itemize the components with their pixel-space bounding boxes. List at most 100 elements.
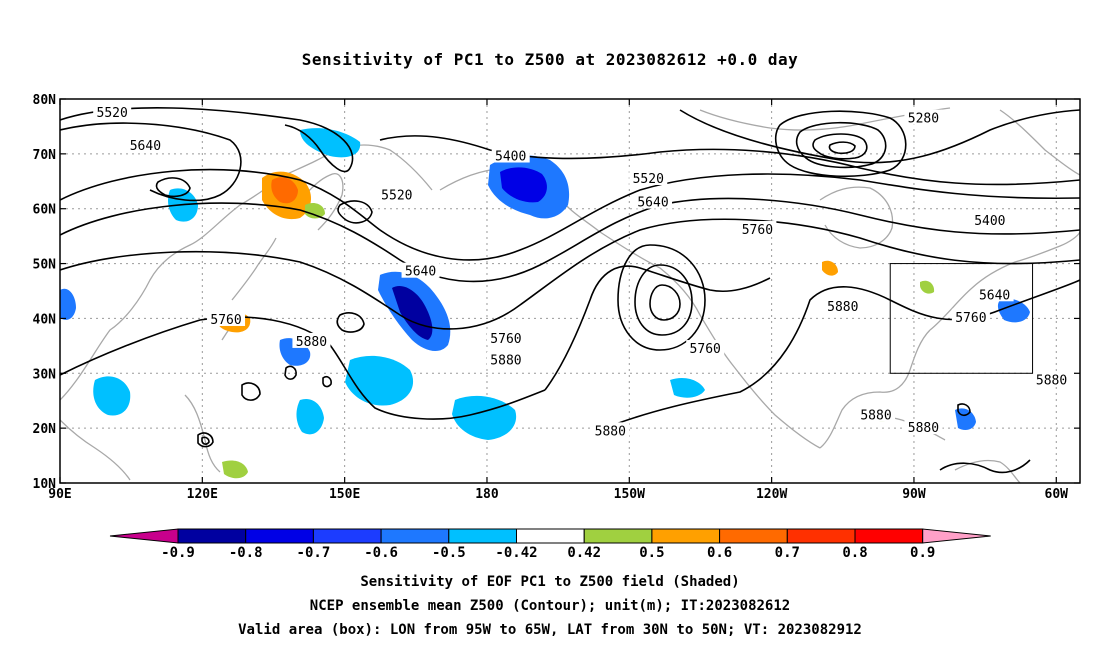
coastline-gulf-mexico [819, 329, 931, 449]
colorbar-label: -0.7 [297, 545, 331, 561]
contour-low-1 [617, 244, 706, 351]
lat-tick-label: 30N [33, 367, 57, 382]
colorbar-swatch [516, 528, 585, 544]
contour-polar-low-3 [812, 133, 868, 160]
caption-line-2: NCEP ensemble mean Z500 (Contour); unit(… [309, 598, 791, 614]
lon-tick-label: 90W [902, 487, 926, 502]
contour-label: 5880 [1036, 373, 1067, 388]
contour-philippines-ring-1 [197, 432, 214, 448]
shade-positive-great-lakes [822, 260, 838, 276]
shade-negative-kuroshio-core [392, 285, 433, 340]
contour-label: 5520 [633, 172, 664, 187]
contour-label: 5880 [827, 300, 858, 315]
contour-label: 5280 [908, 112, 939, 127]
contour-label: 5760 [210, 313, 241, 328]
contour-label: 5640 [637, 196, 668, 211]
contour-5520-mid [60, 168, 1080, 261]
colorbar-label: -0.5 [432, 545, 466, 561]
contour-label: 5760 [490, 332, 521, 347]
contour-label-bg [970, 212, 1009, 228]
contour-low-2 [634, 264, 693, 336]
contour-gulf-wiggle [939, 459, 1031, 474]
colorbar-swatch [380, 528, 450, 544]
contour-atlantic-ring [957, 403, 971, 417]
colorbar-label: 0.6 [707, 545, 732, 561]
colorbar-label: 0.9 [910, 545, 935, 561]
colorbar-swatch [854, 528, 924, 544]
lat-tick-label: 40N [33, 312, 57, 327]
shade-negative-central-pacific [345, 355, 414, 406]
colorbar-swatch [786, 528, 856, 544]
colorbar-label: 0.42 [567, 545, 601, 561]
colorbar-label: -0.6 [364, 545, 398, 561]
contour-label-bg [975, 286, 1014, 302]
lon-tick-label: 150E [329, 487, 360, 502]
colorbar-swatch [312, 528, 382, 544]
lon-tick-label: 120W [756, 487, 787, 502]
contour-5640-north [60, 122, 242, 202]
contour-label-bg [686, 340, 725, 356]
lat-tick-label: 70N [33, 148, 57, 163]
contour-pacific-ring-3 [322, 376, 332, 388]
caption-line-1: Sensitivity of EOF PC1 to Z500 field (Sh… [360, 574, 740, 590]
shade-negative-aleutian-core [500, 167, 547, 203]
shade-negative-north-pacific [300, 128, 361, 158]
shade-negative-sea [93, 376, 131, 416]
lon-tick-label: 60W [1045, 487, 1069, 502]
colorbar-swatch [583, 528, 653, 544]
contour-arctic-low [379, 135, 1080, 186]
contour-label: 5400 [974, 214, 1005, 229]
contour-philippines-ring-2 [201, 436, 210, 445]
contour-low-3 [649, 284, 681, 321]
contour-5520-north [60, 107, 354, 173]
lat-tick-label: 10N [33, 477, 57, 492]
contour-label: 5760 [690, 342, 721, 357]
contour-label-bg [126, 137, 165, 153]
contour-label-bg [904, 419, 943, 435]
contour-label: 5520 [381, 188, 412, 203]
shade-positive-southeast-asia [222, 460, 248, 479]
lat-tick-label: 60N [33, 203, 57, 218]
contour-label-bg [401, 262, 440, 278]
contour-label-bg [207, 310, 246, 326]
coastline-philippines [184, 394, 221, 473]
contour-label: 5400 [495, 150, 526, 165]
contour-5760-mid [60, 218, 1080, 330]
lat-tick-label: 50N [33, 258, 57, 273]
contour-label-bg [951, 308, 990, 324]
map-frame [59, 98, 1081, 484]
contour-label: 5880 [490, 354, 521, 369]
contour-label: 5640 [405, 265, 436, 280]
figure-title: Sensitivity of PC1 to Z500 at 2023082612… [301, 50, 799, 69]
contour-label: 5880 [296, 335, 327, 350]
contour-label-bg [823, 297, 862, 313]
colorbar-high-triangle [922, 528, 991, 544]
contour-label: 5520 [97, 106, 128, 121]
contour-5880-pacific [544, 265, 771, 391]
contour-label: 5760 [955, 311, 986, 326]
contour-polar-low-4 [828, 141, 856, 155]
colorbar-label: 0.7 [775, 545, 800, 561]
lat-tick-label: 20N [33, 422, 57, 437]
contour-siberia-ring [155, 177, 191, 198]
contour-label: 5640 [979, 288, 1010, 303]
contour-polar-low-1 [774, 110, 907, 178]
shade-negative-atlantic [997, 298, 1030, 323]
contour-label-bg [629, 169, 668, 185]
contour-label-bg [1032, 371, 1071, 387]
contour-label-bg [904, 109, 943, 125]
colorbar-label: -0.42 [495, 545, 537, 561]
contour-label-bg [292, 332, 331, 348]
contour-label-bg [857, 406, 895, 422]
colorbar-swatch [651, 528, 721, 544]
contour-label-bg [491, 147, 530, 163]
colorbar-label: -0.9 [161, 545, 195, 561]
contour-5880-east [599, 279, 1080, 431]
contour-polar-outer [679, 109, 1080, 164]
contour-pacific-ring-2 [284, 365, 297, 380]
coastline-east-asia [60, 144, 433, 401]
contour-label: 5760 [742, 223, 773, 238]
coastline-hudson-bay [819, 186, 894, 249]
